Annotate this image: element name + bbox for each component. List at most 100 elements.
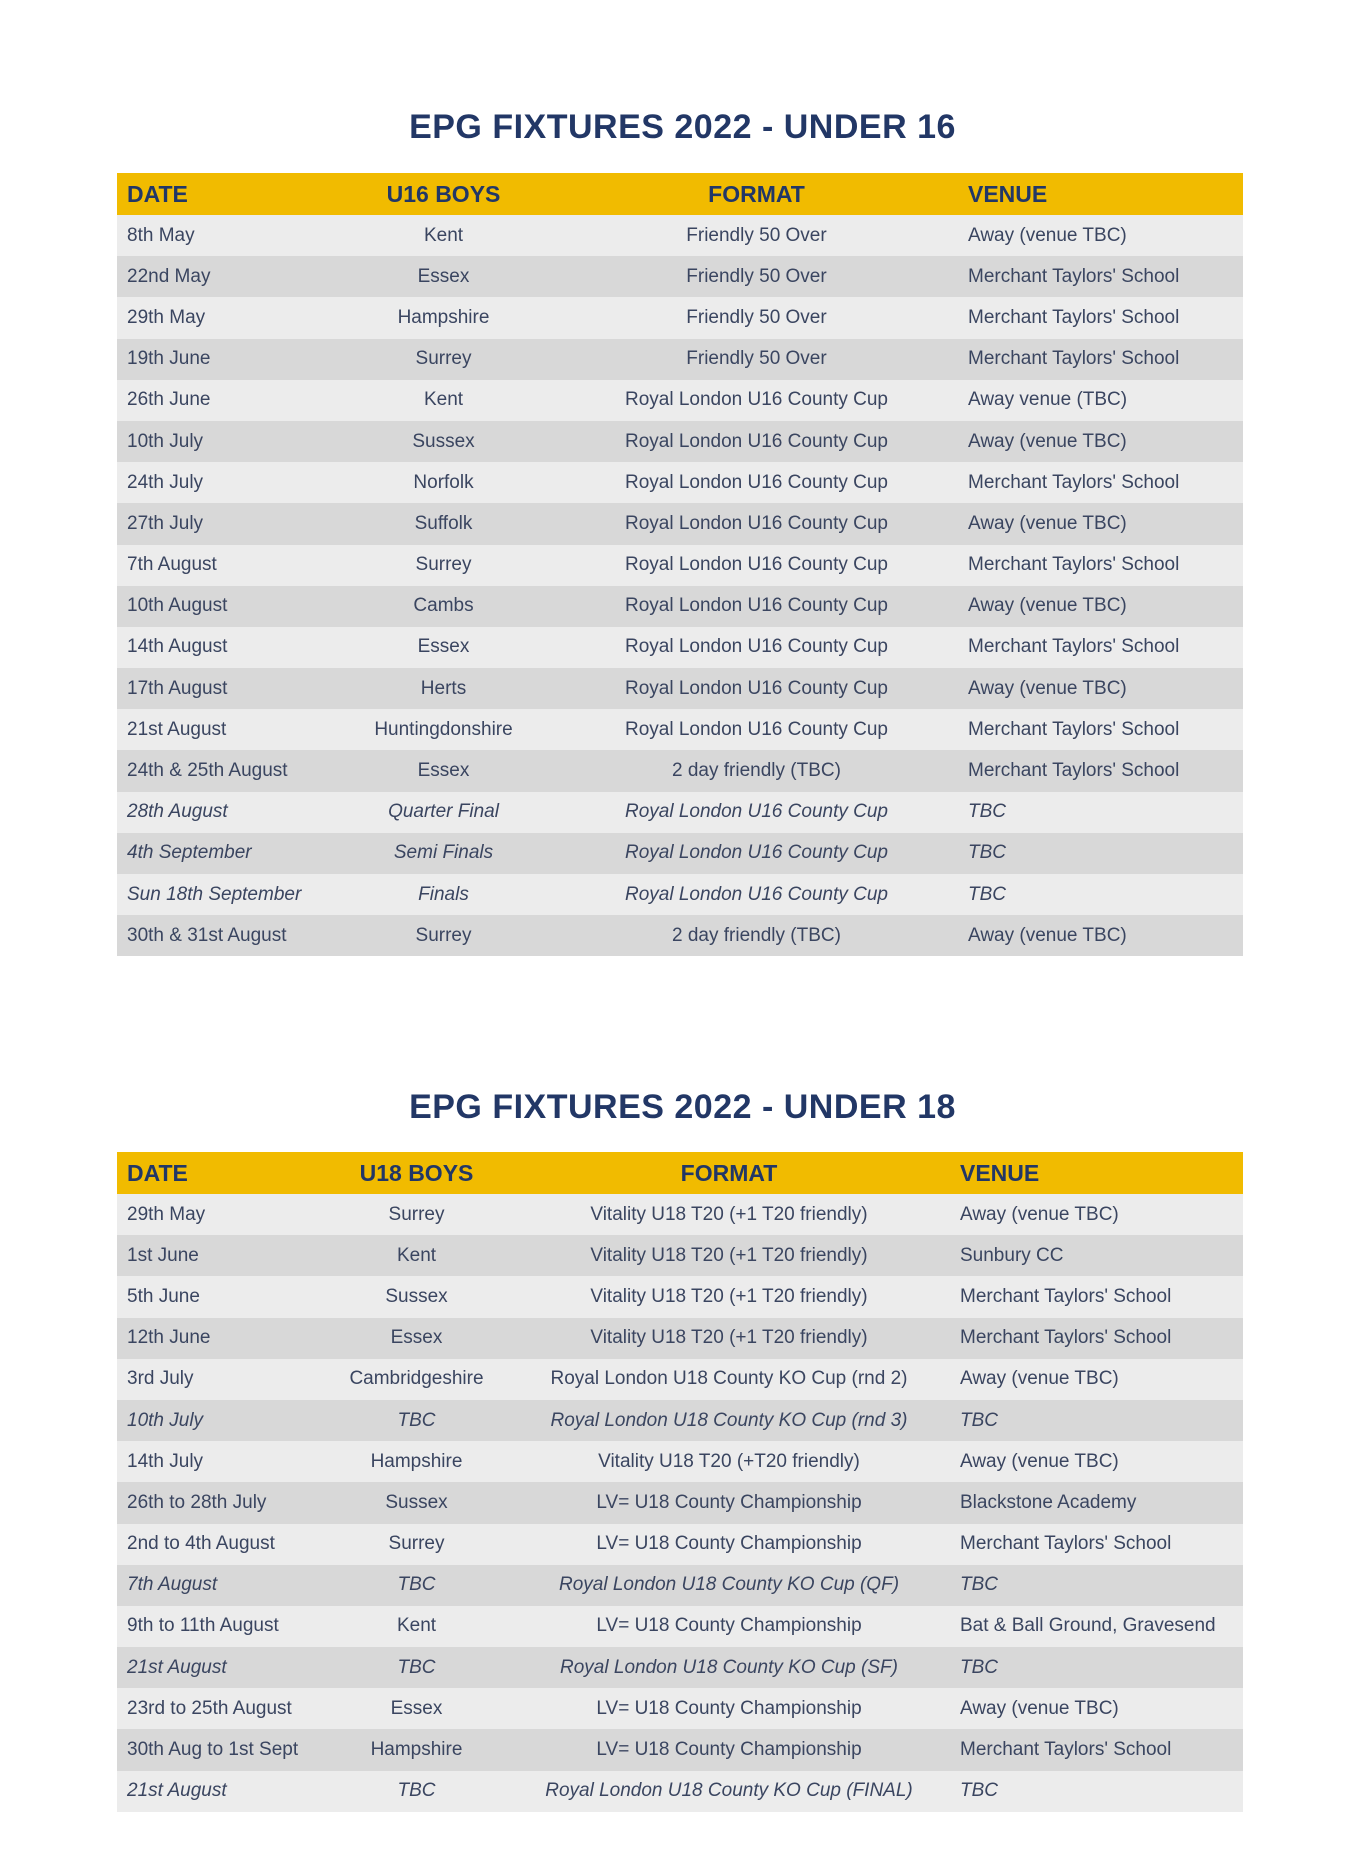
cell-venue: Away (venue TBC) bbox=[958, 915, 1243, 957]
cell-venue: Merchant Taylors' School bbox=[958, 750, 1243, 792]
cell-team: Hampshire bbox=[325, 1441, 508, 1483]
cell-date: 30th & 31st August bbox=[117, 915, 332, 957]
cell-venue: Away (venue TBC) bbox=[958, 668, 1243, 710]
u18-fixtures-table: DATE U18 BOYS FORMAT VENUE 29th May Surre… bbox=[117, 1152, 1243, 1812]
cell-team: Semi Finals bbox=[332, 832, 555, 874]
cell-date: 10th July bbox=[117, 1399, 325, 1442]
cell-format: Vitality U18 T20 (+1 T20 friendly) bbox=[508, 1317, 950, 1359]
cell-team: Surrey bbox=[332, 915, 555, 957]
table-row: 28th August Quarter Final Royal London U16… bbox=[117, 791, 1243, 833]
cell-format: Friendly 50 Over bbox=[555, 215, 958, 257]
table-row: 14th August Essex Royal London U16 County … bbox=[117, 626, 1243, 669]
cell-team: Essex bbox=[332, 750, 555, 792]
cell-format: Royal London U16 County Cup bbox=[555, 791, 958, 833]
cell-format: Royal London U16 County Cup bbox=[555, 668, 958, 710]
table-header: DATE U16 BOYS FORMAT VENUE bbox=[117, 173, 1243, 215]
cell-team: Essex bbox=[325, 1688, 508, 1730]
cell-venue: Away (venue TBC) bbox=[958, 503, 1243, 545]
cell-date: 30th Aug to 1st Sept bbox=[117, 1729, 325, 1771]
cell-team: Surrey bbox=[325, 1523, 508, 1565]
table-row: 29th May Hampshire Friendly 50 Over Merchan… bbox=[117, 297, 1243, 339]
cell-team: Quarter Final bbox=[332, 791, 555, 833]
cell-date: 3rd July bbox=[117, 1358, 325, 1400]
table-header: DATE U18 BOYS FORMAT VENUE bbox=[117, 1152, 1243, 1194]
cell-team: TBC bbox=[325, 1399, 508, 1442]
cell-venue: TBC bbox=[950, 1770, 1243, 1812]
cell-format: Friendly 50 Over bbox=[555, 338, 958, 380]
cell-format: Royal London U16 County Cup bbox=[555, 585, 958, 627]
cell-format: LV= U18 County Championship bbox=[508, 1523, 950, 1565]
cell-format: Royal London U16 County Cup bbox=[555, 462, 958, 504]
cell-venue: Away (venue TBC) bbox=[950, 1358, 1243, 1400]
table-row: 4th September Semi Finals Royal London U16… bbox=[117, 832, 1243, 874]
cell-date: 14th August bbox=[117, 626, 332, 669]
header-format: FORMAT bbox=[555, 173, 958, 215]
cell-team: Kent bbox=[325, 1605, 508, 1648]
cell-date: 7th August bbox=[117, 544, 332, 586]
cell-team: Surrey bbox=[325, 1194, 508, 1236]
header-date: DATE bbox=[117, 1152, 325, 1194]
cell-venue: Merchant Taylors' School bbox=[950, 1523, 1243, 1565]
cell-venue: Merchant Taylors' School bbox=[950, 1276, 1243, 1318]
u16-fixtures-table: DATE U16 BOYS FORMAT VENUE 8th May Kent Fr… bbox=[117, 173, 1243, 957]
cell-venue: Merchant Taylors' School bbox=[958, 338, 1243, 380]
cell-format: LV= U18 County Championship bbox=[508, 1729, 950, 1771]
cell-venue: Bat & Ball Ground, Gravesend bbox=[950, 1605, 1243, 1648]
cell-date: 5th June bbox=[117, 1276, 325, 1318]
table-row: 29th May Surrey Vitality U18 T20 (+1 T20 f… bbox=[117, 1194, 1243, 1236]
cell-team: TBC bbox=[325, 1770, 508, 1812]
cell-venue: Away (venue TBC) bbox=[958, 215, 1243, 257]
cell-venue: TBC bbox=[950, 1564, 1243, 1606]
cell-format: Royal London U16 County Cup bbox=[555, 709, 958, 751]
cell-team: Essex bbox=[325, 1317, 508, 1359]
cell-team: Sussex bbox=[325, 1482, 508, 1524]
cell-format: LV= U18 County Championship bbox=[508, 1688, 950, 1730]
header-team: U18 BOYS bbox=[325, 1152, 508, 1194]
cell-date: 27th July bbox=[117, 503, 332, 545]
table-row: 19th June Surrey Friendly 50 Over Merchant … bbox=[117, 338, 1243, 380]
table-row: 9th to 11th August Kent LV= U18 County Cha… bbox=[117, 1605, 1243, 1648]
table-row: 26th June Kent Royal London U16 County Cup… bbox=[117, 379, 1243, 421]
table-row: 1st June Kent Vitality U18 T20 (+1 T20 fri… bbox=[117, 1235, 1243, 1277]
cell-venue: TBC bbox=[958, 832, 1243, 874]
cell-team: TBC bbox=[325, 1564, 508, 1606]
cell-venue: Merchant Taylors' School bbox=[958, 544, 1243, 586]
cell-date: 26th to 28th July bbox=[117, 1482, 325, 1524]
cell-team: TBC bbox=[325, 1647, 508, 1689]
cell-format: Friendly 50 Over bbox=[555, 297, 958, 339]
cell-date: 1st June bbox=[117, 1235, 325, 1277]
cell-team: Sussex bbox=[332, 420, 555, 463]
cell-date: 17th August bbox=[117, 668, 332, 710]
cell-date: 14th July bbox=[117, 1441, 325, 1483]
cell-format: Vitality U18 T20 (+1 T20 friendly) bbox=[508, 1276, 950, 1318]
cell-team: Sussex bbox=[325, 1276, 508, 1318]
cell-team: Essex bbox=[332, 256, 555, 298]
cell-venue: Away (venue TBC) bbox=[950, 1441, 1243, 1483]
cell-venue: TBC bbox=[958, 791, 1243, 833]
cell-date: 26th June bbox=[117, 379, 332, 421]
cell-date: 8th May bbox=[117, 215, 332, 257]
cell-team: Cambs bbox=[332, 585, 555, 627]
cell-team: Hampshire bbox=[325, 1729, 508, 1771]
cell-venue: TBC bbox=[958, 874, 1243, 916]
cell-venue: Merchant Taylors' School bbox=[958, 297, 1243, 339]
table-row: 2nd to 4th August Surrey LV= U18 County Ch… bbox=[117, 1523, 1243, 1565]
table-row: 23rd to 25th August Essex LV= U18 County C… bbox=[117, 1688, 1243, 1730]
cell-venue: Merchant Taylors' School bbox=[958, 709, 1243, 751]
cell-venue: Away (venue TBC) bbox=[950, 1194, 1243, 1236]
cell-date: 10th August bbox=[117, 585, 332, 627]
table-row: 26th to 28th July Sussex LV= U18 County Ch… bbox=[117, 1482, 1243, 1524]
cell-venue: TBC bbox=[950, 1399, 1243, 1442]
cell-format: Vitality U18 T20 (+T20 friendly) bbox=[508, 1441, 950, 1483]
table-row: 12th June Essex Vitality U18 T20 (+1 T20 f… bbox=[117, 1317, 1243, 1359]
table-row: 17th August Herts Royal London U16 County … bbox=[117, 668, 1243, 710]
table-row: 10th August Cambs Royal London U16 County … bbox=[117, 585, 1243, 627]
cell-format: 2 day friendly (TBC) bbox=[555, 750, 958, 792]
cell-format: Royal London U16 County Cup bbox=[555, 832, 958, 874]
cell-date: 21st August bbox=[117, 1770, 325, 1812]
cell-format: Royal London U16 County Cup bbox=[555, 544, 958, 586]
cell-format: Royal London U18 County KO Cup (SF) bbox=[508, 1647, 950, 1689]
header-date: DATE bbox=[117, 173, 332, 215]
header-team: U16 BOYS bbox=[332, 173, 555, 215]
header-venue: VENUE bbox=[958, 173, 1243, 215]
